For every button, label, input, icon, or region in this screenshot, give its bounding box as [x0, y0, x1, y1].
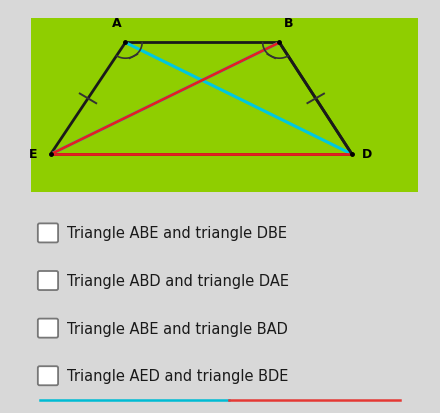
FancyBboxPatch shape: [38, 319, 58, 338]
FancyBboxPatch shape: [38, 224, 58, 243]
Text: A: A: [112, 17, 121, 30]
FancyBboxPatch shape: [38, 366, 58, 385]
Text: B: B: [283, 17, 293, 30]
FancyBboxPatch shape: [38, 271, 58, 290]
Text: E: E: [29, 147, 37, 161]
Text: Triangle ABE and triangle DBE: Triangle ABE and triangle DBE: [67, 226, 287, 241]
Text: Triangle ABE and triangle BAD: Triangle ABE and triangle BAD: [67, 321, 288, 336]
Text: Triangle ABD and triangle DAE: Triangle ABD and triangle DAE: [67, 273, 290, 288]
Text: D: D: [362, 147, 372, 161]
Text: Triangle AED and triangle BDE: Triangle AED and triangle BDE: [67, 368, 289, 383]
FancyBboxPatch shape: [31, 19, 418, 192]
